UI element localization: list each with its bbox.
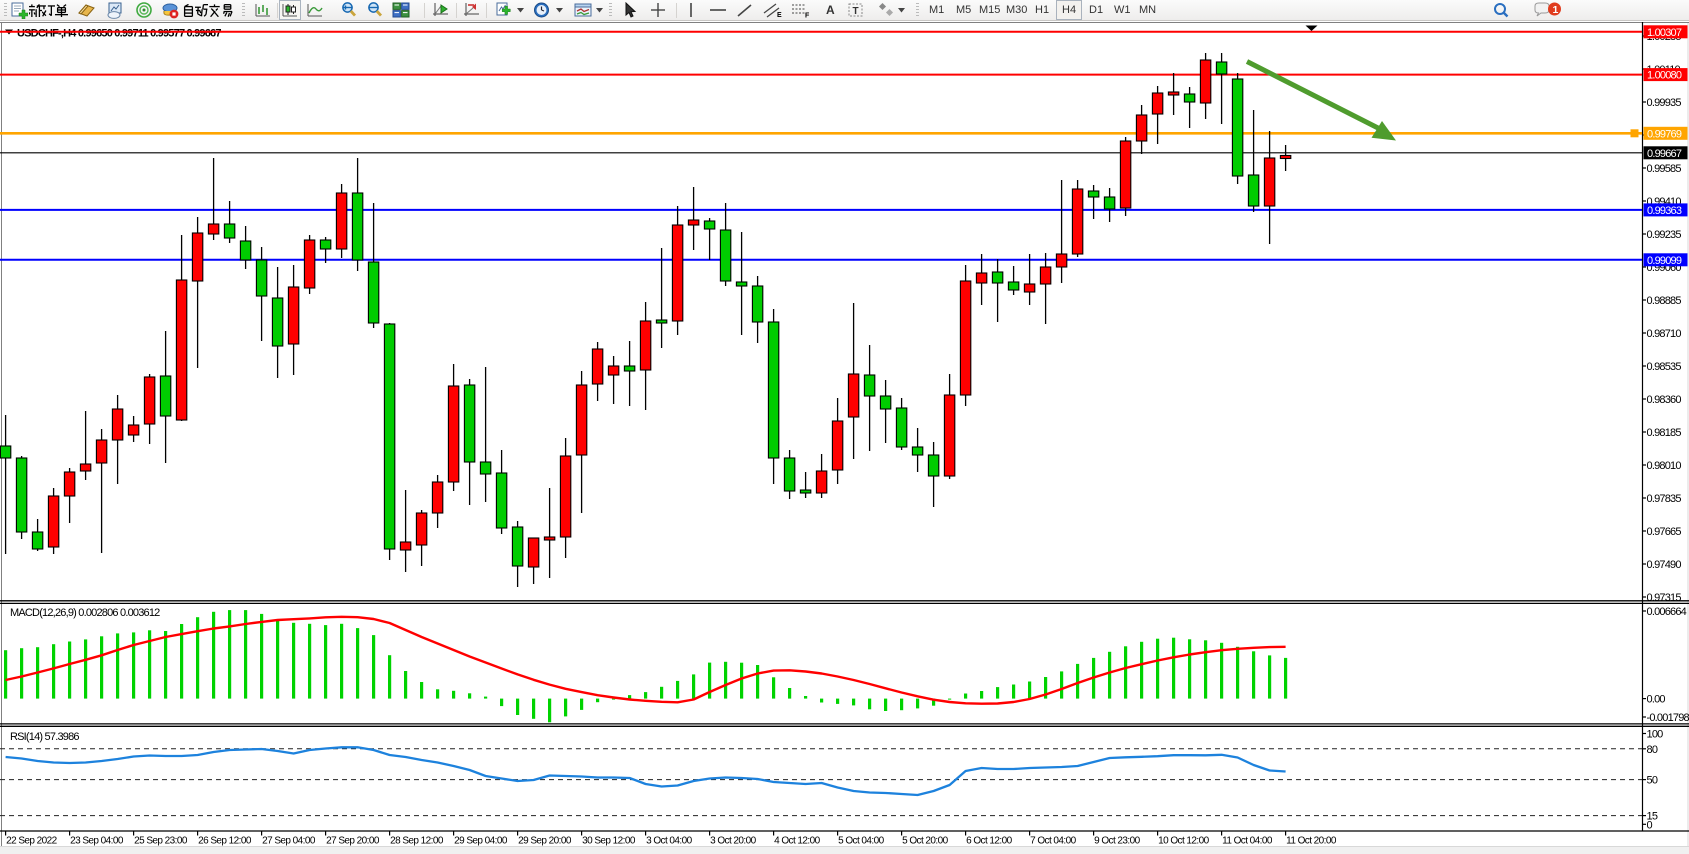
svg-text:1.00080: 1.00080 (1647, 70, 1682, 82)
svg-text:0.97315: 0.97315 (1647, 592, 1682, 604)
svg-text:MACD(12,26,9) 0.002806 0.00361: MACD(12,26,9) 0.002806 0.003612 (10, 607, 160, 619)
svg-text:T: T (853, 6, 859, 17)
svg-text:100: 100 (1647, 729, 1664, 741)
svg-text:0.98185: 0.98185 (1647, 427, 1682, 439)
svg-text:0.98710: 0.98710 (1647, 328, 1682, 340)
svg-text:5 Oct 20:00: 5 Oct 20:00 (902, 836, 949, 847)
svg-text:1.00307: 1.00307 (1647, 27, 1682, 39)
svg-text:11 Oct 04:00: 11 Oct 04:00 (1222, 836, 1273, 847)
svg-text:6 Oct 12:00: 6 Oct 12:00 (966, 836, 1013, 847)
svg-text:27 Sep 20:00: 27 Sep 20:00 (326, 836, 380, 847)
svg-text:0.99363: 0.99363 (1647, 205, 1682, 217)
svg-text:0.99769: 0.99769 (1647, 128, 1682, 140)
svg-text:80: 80 (1647, 744, 1658, 756)
svg-text:29 Sep 20:00: 29 Sep 20:00 (518, 836, 572, 847)
svg-text:0.99099: 0.99099 (1647, 255, 1682, 267)
svg-text:0.97835: 0.97835 (1647, 493, 1682, 505)
svg-text:29 Sep 04:00: 29 Sep 04:00 (454, 836, 508, 847)
svg-text:0.97665: 0.97665 (1647, 526, 1682, 538)
svg-text:0.98360: 0.98360 (1647, 394, 1682, 406)
svg-text:0.99667: 0.99667 (1647, 148, 1682, 160)
svg-text:11 Oct 20:00: 11 Oct 20:00 (1286, 836, 1337, 847)
svg-text:30 Sep 12:00: 30 Sep 12:00 (582, 836, 636, 847)
svg-text:RSI(14) 57.3986: RSI(14) 57.3986 (10, 731, 79, 743)
svg-text:0.00: 0.00 (1647, 694, 1666, 706)
svg-text:0.006664: 0.006664 (1647, 606, 1687, 618)
svg-text:28 Sep 12:00: 28 Sep 12:00 (390, 836, 444, 847)
svg-text:-0.001798: -0.001798 (1647, 712, 1689, 724)
svg-text:27 Sep 04:00: 27 Sep 04:00 (262, 836, 316, 847)
svg-text:22 Sep 2022: 22 Sep 2022 (6, 836, 58, 847)
svg-text:15: 15 (1647, 811, 1658, 823)
svg-text:25 Sep 23:00: 25 Sep 23:00 (134, 836, 188, 847)
svg-text:4 Oct 12:00: 4 Oct 12:00 (774, 836, 821, 847)
svg-text:0: 0 (1647, 819, 1653, 831)
svg-text:0.99235: 0.99235 (1647, 229, 1682, 241)
svg-text:7 Oct 04:00: 7 Oct 04:00 (1030, 836, 1077, 847)
svg-text:0.99935: 0.99935 (1647, 97, 1682, 109)
svg-text:E: E (777, 12, 782, 19)
svg-text:3 Oct 04:00: 3 Oct 04:00 (646, 836, 693, 847)
svg-text:50: 50 (1647, 775, 1658, 787)
svg-text:10 Oct 12:00: 10 Oct 12:00 (1158, 836, 1210, 847)
svg-text:23 Sep 04:00: 23 Sep 04:00 (70, 836, 124, 847)
svg-text:0.99585: 0.99585 (1647, 163, 1682, 175)
svg-text:5 Oct 04:00: 5 Oct 04:00 (838, 836, 885, 847)
svg-text:0.98010: 0.98010 (1647, 460, 1682, 472)
svg-text:USDCHF-,H4 0.99650 0.99711 0.: USDCHF-,H4 0.99650 0.99711 0.99577 0.996… (17, 28, 221, 40)
svg-text:F: F (805, 13, 810, 20)
svg-text:0.98885: 0.98885 (1647, 295, 1682, 307)
svg-text:0.97490: 0.97490 (1647, 559, 1682, 571)
svg-text:1: 1 (1553, 4, 1559, 16)
svg-text:26 Sep 12:00: 26 Sep 12:00 (198, 836, 252, 847)
svg-text:9 Oct 23:00: 9 Oct 23:00 (1094, 836, 1141, 847)
svg-text:3 Oct 20:00: 3 Oct 20:00 (710, 836, 757, 847)
svg-text:0.98535: 0.98535 (1647, 361, 1682, 373)
